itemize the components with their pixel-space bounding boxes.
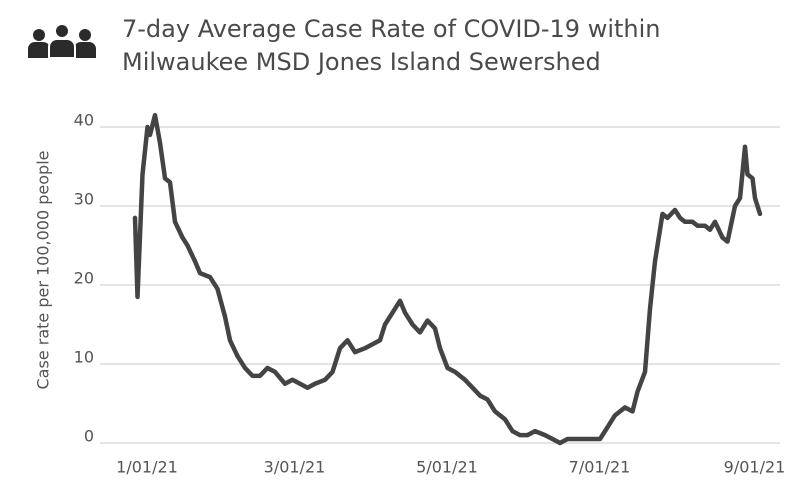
y-tick-label: 0 xyxy=(84,427,94,446)
x-tick-label: 3/01/21 xyxy=(264,458,326,477)
x-tick-label: 5/01/21 xyxy=(416,458,478,477)
y-axis-label: Case rate per 100,000 people xyxy=(34,151,53,390)
chart-title: Milwaukee MSD Jones Island Sewershed xyxy=(122,48,601,76)
x-tick-label: 7/01/21 xyxy=(569,458,631,477)
y-tick-label: 30 xyxy=(74,190,94,209)
x-tick-label: 9/01/21 xyxy=(724,458,786,477)
y-tick-label: 40 xyxy=(74,111,94,130)
chart-title: 7-day Average Case Rate of COVID-19 with… xyxy=(122,15,661,43)
y-tick-label: 10 xyxy=(74,348,94,367)
people-icon xyxy=(28,23,96,59)
x-tick-label: 1/01/21 xyxy=(116,458,178,477)
y-tick-label: 20 xyxy=(74,269,94,288)
data-line xyxy=(132,112,763,446)
